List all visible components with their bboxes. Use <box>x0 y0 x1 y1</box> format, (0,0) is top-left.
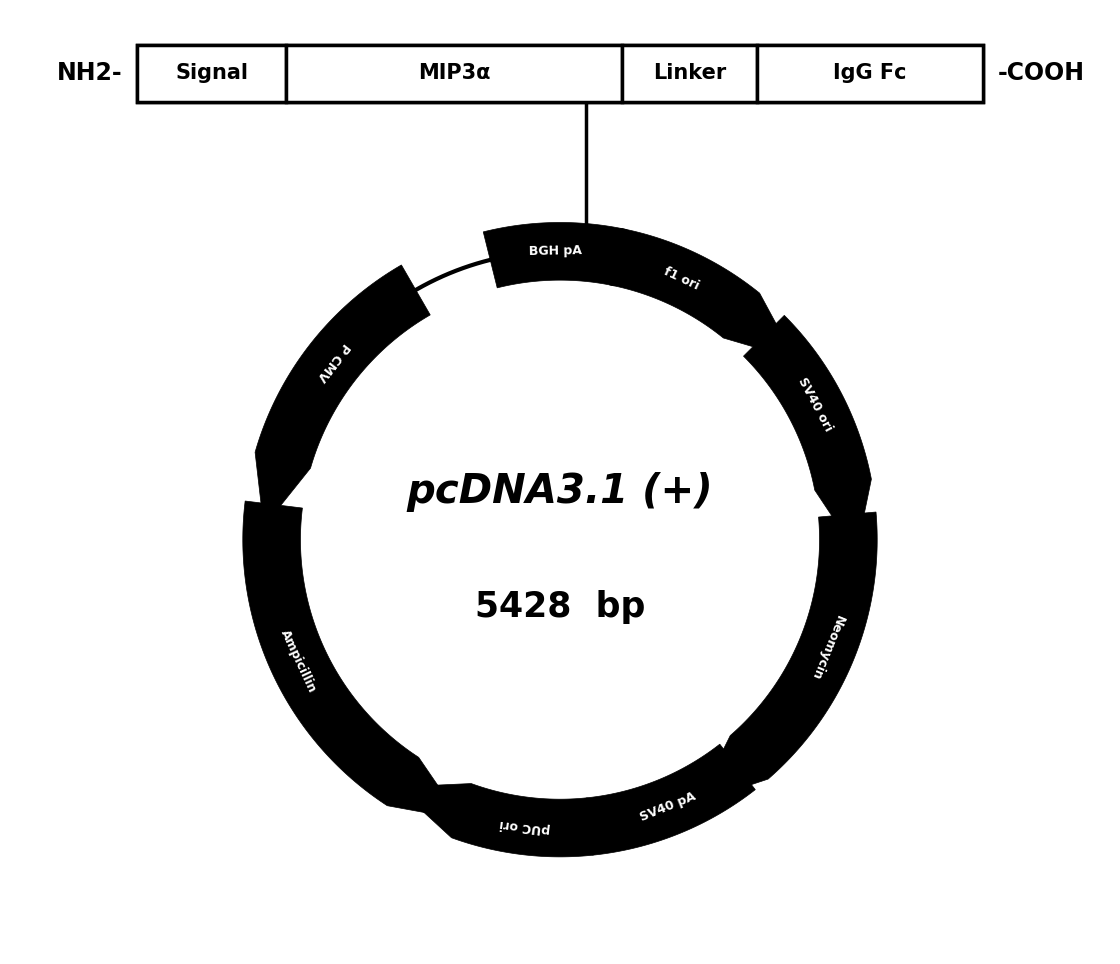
Polygon shape <box>744 315 871 552</box>
FancyBboxPatch shape <box>286 44 623 102</box>
Text: Signal: Signal <box>175 64 248 84</box>
Polygon shape <box>521 744 755 855</box>
Text: pUC ori: pUC ori <box>498 817 551 836</box>
Text: Neomycin: Neomycin <box>809 613 847 683</box>
Polygon shape <box>396 784 594 857</box>
Polygon shape <box>609 228 795 360</box>
Polygon shape <box>255 265 430 526</box>
Text: f1 ori: f1 ori <box>662 264 701 292</box>
Text: SV40 ori: SV40 ori <box>795 375 834 434</box>
Text: Ampicillin: Ampicillin <box>278 628 319 695</box>
Polygon shape <box>243 501 461 819</box>
Text: NH2-: NH2- <box>57 62 123 86</box>
Text: BGH pA: BGH pA <box>529 245 581 258</box>
Polygon shape <box>483 223 688 288</box>
FancyBboxPatch shape <box>137 44 983 102</box>
Polygon shape <box>697 512 877 803</box>
Text: P CMV: P CMV <box>314 340 352 384</box>
Text: 5428  bp: 5428 bp <box>475 590 645 624</box>
FancyBboxPatch shape <box>137 44 286 102</box>
Text: IgG Fc: IgG Fc <box>833 64 907 84</box>
FancyBboxPatch shape <box>757 44 983 102</box>
Text: -COOH: -COOH <box>997 62 1084 86</box>
Text: pcDNA3.1 (+): pcDNA3.1 (+) <box>407 471 713 512</box>
Text: SV40 pA: SV40 pA <box>638 790 698 824</box>
FancyBboxPatch shape <box>623 44 757 102</box>
Text: MIP3α: MIP3α <box>418 64 491 84</box>
Text: Linker: Linker <box>653 64 727 84</box>
